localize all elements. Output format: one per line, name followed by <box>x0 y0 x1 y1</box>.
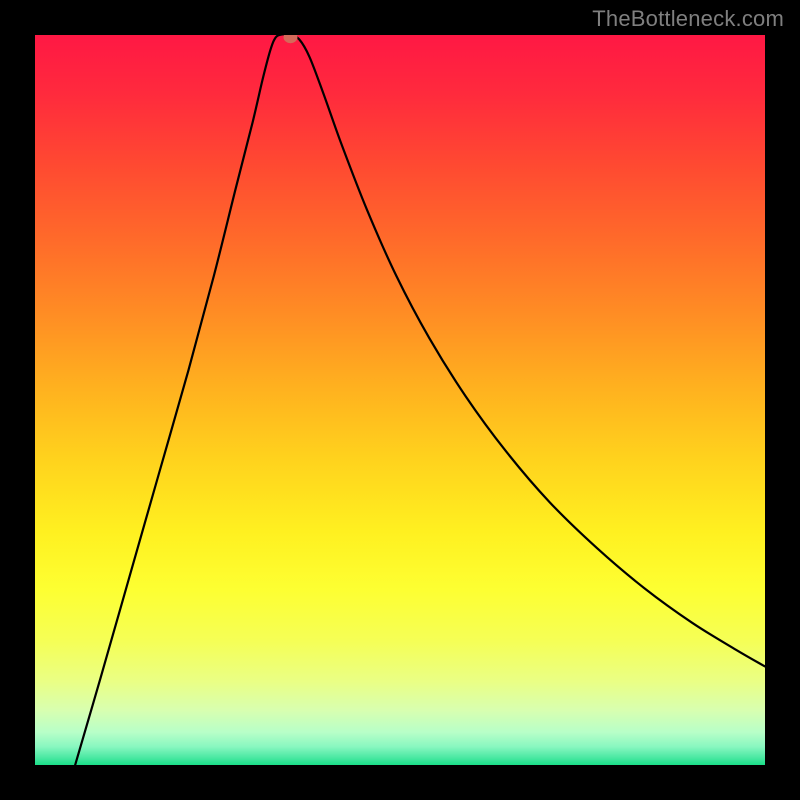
plot-area <box>35 35 765 765</box>
chart-frame: TheBottleneck.com <box>0 0 800 800</box>
bottleneck-marker <box>284 35 298 43</box>
watermark-text: TheBottleneck.com <box>592 6 784 32</box>
chart-curve <box>35 35 765 765</box>
